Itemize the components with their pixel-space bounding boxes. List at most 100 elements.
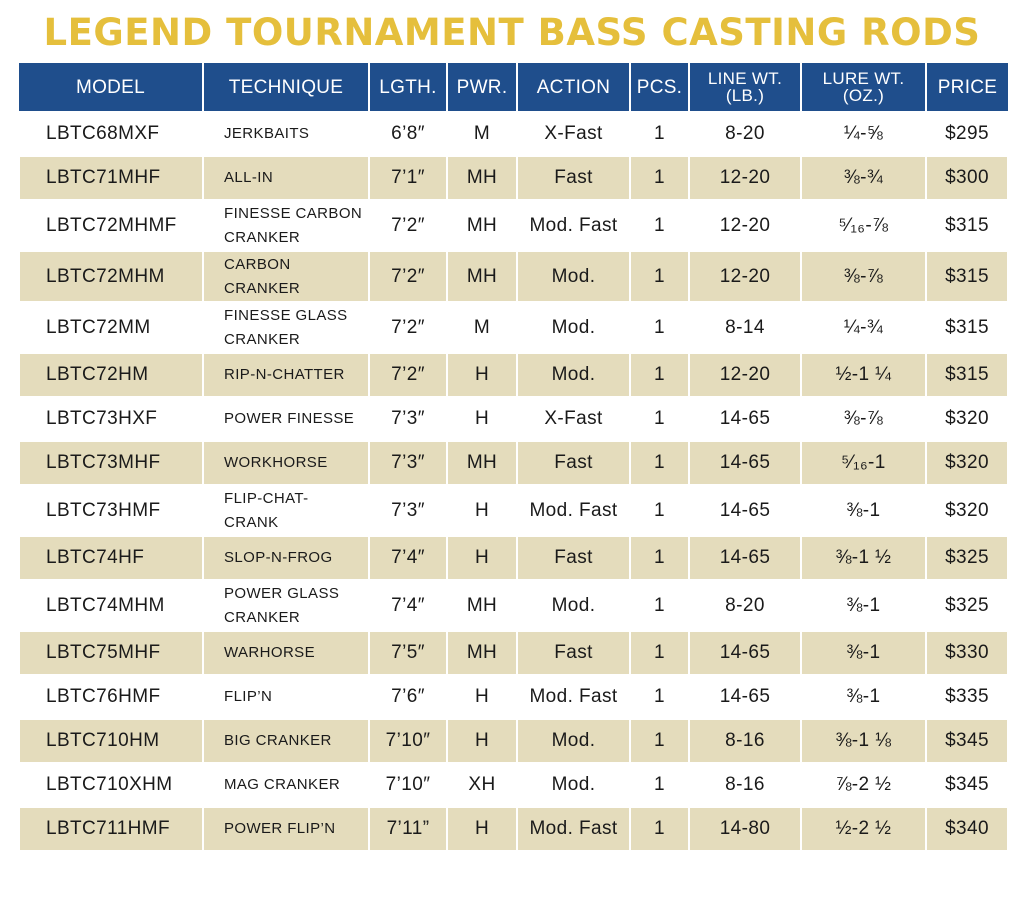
cell-action: Mod.: [516, 301, 631, 354]
cell-length: 7’2″: [368, 301, 448, 354]
cell-lure-weight: ⁵⁄₁₆-⅞: [800, 199, 927, 252]
cell-technique: WORKHORSE: [202, 440, 370, 486]
cell-pieces: 1: [629, 630, 690, 676]
cell-power: H: [446, 806, 518, 852]
table-row: LBTC74HF SLOP-N-FROG 7’4″ H Fast 1 14-65 ⅜-1 ½ $…: [18, 535, 1009, 581]
cell-power: H: [446, 718, 518, 764]
cell-action: Mod. Fast: [516, 674, 631, 720]
cell-model: LBTC71MHF: [18, 155, 204, 201]
cell-length: 7’10″: [368, 762, 448, 808]
cell-technique: POWER FINESSE: [202, 396, 370, 442]
cell-model: LBTC76HMF: [18, 674, 204, 720]
cell-lure-weight: ⅜-1: [800, 579, 927, 632]
cell-model: LBTC72MHM: [18, 250, 204, 303]
cell-power: MH: [446, 155, 518, 201]
header-price: PRICE: [925, 63, 1008, 112]
cell-line-weight: 12-20: [688, 250, 802, 303]
cell-lure-weight: ⅜-⅞: [800, 396, 927, 442]
cell-length: 7’2″: [368, 199, 448, 252]
cell-lure-weight: ½-1 ¼: [800, 352, 927, 398]
cell-action: Fast: [516, 535, 631, 581]
cell-price: $300: [925, 155, 1009, 201]
cell-price: $315: [925, 199, 1009, 252]
table-row: LBTC74MHM POWER GLASS CRANKER 7’4″ MH Mod. 1 8…: [18, 579, 1009, 632]
cell-length: 7’3″: [368, 484, 448, 537]
cell-model: LBTC711HMF: [18, 806, 204, 852]
cell-price: $345: [925, 762, 1009, 808]
cell-line-weight: 12-20: [688, 155, 802, 201]
cell-technique: CARBON CRANKER: [202, 250, 370, 303]
cell-lure-weight: ⅞-2 ½: [800, 762, 927, 808]
table-row: LBTC72MM FINESSE GLASS CRANKER 7’2″ M Mod. 1 8…: [18, 301, 1009, 354]
cell-line-weight: 8-20: [688, 111, 802, 157]
cell-price: $340: [925, 806, 1009, 852]
cell-price: $325: [925, 535, 1009, 581]
cell-length: 7’4″: [368, 535, 448, 581]
cell-power: MH: [446, 579, 518, 632]
table-row: LBTC71MHF ALL-IN 7’1″ MH Fast 1 12-20 ⅜-¾ $300: [18, 155, 1009, 201]
header-model: MODEL: [19, 63, 204, 112]
cell-line-weight: 14-65: [688, 484, 802, 537]
cell-model: LBTC710XHM: [18, 762, 204, 808]
cell-pieces: 1: [629, 155, 690, 201]
cell-price: $320: [925, 484, 1009, 537]
cell-length: 7’11”: [368, 806, 448, 852]
cell-length: 7’3″: [368, 396, 448, 442]
cell-pieces: 1: [629, 762, 690, 808]
cell-price: $295: [925, 111, 1009, 157]
cell-length: 7’10″: [368, 718, 448, 764]
cell-power: H: [446, 396, 518, 442]
cell-power: MH: [446, 630, 518, 676]
cell-pieces: 1: [629, 352, 690, 398]
cell-lure-weight: ½-2 ½: [800, 806, 927, 852]
cell-action: Mod.: [516, 762, 631, 808]
cell-action: Mod. Fast: [516, 484, 631, 537]
cell-pieces: 1: [629, 535, 690, 581]
header-line-weight: LINE WT. (LB.): [688, 63, 802, 112]
cell-line-weight: 14-65: [688, 396, 802, 442]
cell-pieces: 1: [629, 396, 690, 442]
cell-technique: JERKBAITS: [202, 111, 370, 157]
cell-technique: WARHORSE: [202, 630, 370, 676]
cell-power: H: [446, 674, 518, 720]
cell-length: 7’4″: [368, 579, 448, 632]
table-row: LBTC710XHM MAG CRANKER 7’10″ XH Mod. 1 8-16 ⅞-2…: [18, 762, 1009, 808]
cell-price: $330: [925, 630, 1009, 676]
rod-spec-table: MODEL TECHNIQUE LGTH. PWR. ACTION PCS. L…: [18, 63, 1009, 852]
cell-action: Mod. Fast: [516, 199, 631, 252]
cell-action: Fast: [516, 630, 631, 676]
cell-model: LBTC73HMF: [18, 484, 204, 537]
cell-model: LBTC74HF: [18, 535, 204, 581]
cell-power: M: [446, 111, 518, 157]
cell-action: Mod.: [516, 250, 631, 303]
cell-action: Mod. Fast: [516, 806, 631, 852]
cell-technique: FINESSE CARBON CRANKER: [202, 199, 370, 252]
cell-power: M: [446, 301, 518, 354]
cell-pieces: 1: [629, 199, 690, 252]
table-row: LBTC72MHMF FINESSE CARBON CRANKER 7’2″ MH Mo…: [18, 199, 1009, 252]
cell-lure-weight: ⅜-¾: [800, 155, 927, 201]
cell-technique: SLOP-N-FROG: [202, 535, 370, 581]
cell-lure-weight: ⅜-1 ⅛: [800, 718, 927, 764]
header-lure-weight: LURE WT. (OZ.): [800, 63, 927, 112]
cell-pieces: 1: [629, 806, 690, 852]
cell-lure-weight: ⅜-1 ½: [800, 535, 927, 581]
cell-length: 7’2″: [368, 352, 448, 398]
cell-length: 7’1″: [368, 155, 448, 201]
cell-model: LBTC72MHMF: [18, 199, 204, 252]
cell-price: $315: [925, 352, 1009, 398]
page-title: LEGEND TOURNAMENT BASS CASTING RODS: [43, 11, 981, 54]
cell-line-weight: 12-20: [688, 352, 802, 398]
cell-price: $315: [925, 250, 1009, 303]
cell-line-weight: 14-65: [688, 630, 802, 676]
header-lure-weight-unit: (OZ.): [842, 86, 885, 105]
cell-pieces: 1: [629, 484, 690, 537]
cell-length: 7’2″: [368, 250, 448, 303]
cell-action: Mod.: [516, 352, 631, 398]
cell-length: 7’3″: [368, 440, 448, 486]
header-line-weight-unit: (LB.): [725, 86, 765, 105]
cell-line-weight: 8-16: [688, 718, 802, 764]
cell-lure-weight: ¼-¾: [800, 301, 927, 354]
cell-technique: ALL-IN: [202, 155, 370, 201]
cell-model: LBTC72HM: [18, 352, 204, 398]
